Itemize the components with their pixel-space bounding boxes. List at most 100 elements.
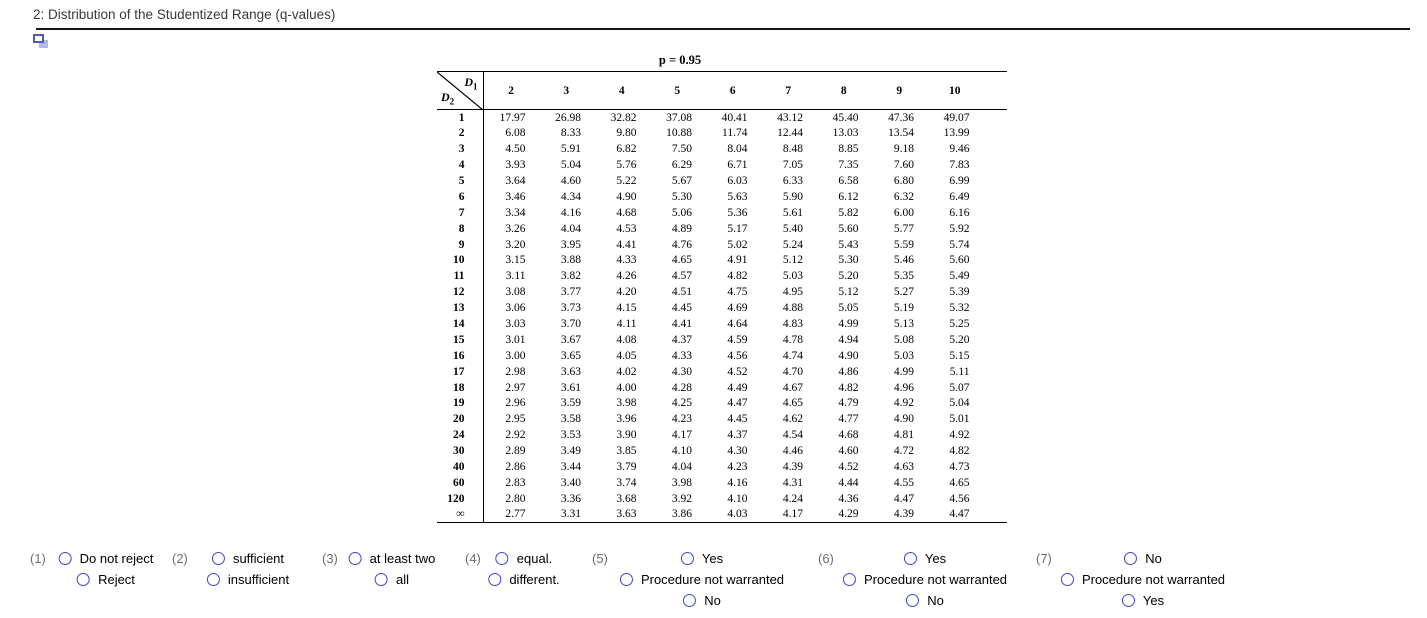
radio-button[interactable] — [488, 573, 502, 586]
row-header: 14 — [437, 316, 484, 332]
table-row: 10 3.15 3.88 4.33 4.65 4.91 5.12 5.30 5.46 5.60 — [437, 252, 1007, 269]
radio-button[interactable] — [77, 573, 91, 586]
table-cell: 3.06 — [505, 302, 526, 315]
table-p-label: p = 0.95 — [658, 53, 702, 67]
table-cell: 5.60 — [838, 222, 859, 235]
radio-button[interactable] — [903, 552, 917, 565]
open-in-new-window-icon[interactable] — [33, 34, 48, 48]
table-cell: 5.77 — [893, 222, 914, 235]
radio-button[interactable] — [1060, 573, 1074, 586]
table-cell: 4.59 — [727, 333, 748, 346]
radio-button[interactable] — [619, 573, 633, 586]
table-cell: 4.54 — [782, 429, 803, 442]
corner-label-d1: D1 — [464, 75, 478, 92]
table-cell: 3.20 — [505, 238, 526, 251]
radio-button[interactable] — [680, 552, 694, 565]
table-cell: 6.82 — [616, 143, 637, 156]
table-row: 17 2.98 3.63 4.02 4.30 4.52 4.70 4.86 4.99 5.11 — [437, 363, 1007, 380]
answer-option: at least two — [348, 548, 435, 569]
radio-button[interactable] — [495, 552, 509, 565]
question-number: (4) — [465, 551, 481, 566]
radio-button[interactable] — [58, 552, 72, 565]
table-cell: 6.33 — [782, 175, 803, 187]
table-cell: 2.98 — [505, 365, 526, 378]
radio-button[interactable] — [1121, 594, 1135, 607]
table-cell: 6.03 — [727, 175, 748, 187]
radio-button[interactable] — [211, 552, 225, 565]
table-cell: 3.03 — [505, 318, 526, 331]
table-cell: 6.29 — [671, 159, 692, 172]
table-cell: 3.98 — [671, 476, 692, 489]
table-row: 24 2.92 3.53 3.90 4.17 4.37 4.54 4.68 4.81 4.92 — [437, 427, 1007, 444]
answer-option: Yes — [903, 548, 947, 569]
page-title: 2: Distribution of the Studentized Range… — [33, 7, 336, 22]
table-cell: 4.90 — [893, 413, 914, 426]
table-cell: 6.58 — [838, 175, 859, 187]
table-cell: 4.41 — [671, 318, 692, 331]
table-cell: 3.31 — [560, 508, 581, 521]
radio-button[interactable] — [206, 573, 220, 586]
radio-button[interactable] — [374, 573, 388, 586]
table-cell: 5.12 — [782, 254, 803, 267]
table-row: 12 3.08 3.77 4.20 4.51 4.75 4.95 5.12 5.27 5.39 — [437, 284, 1007, 301]
table-cell: 5.12 — [838, 286, 859, 299]
question-number: (5) — [592, 551, 608, 566]
table-cell: 4.37 — [671, 333, 692, 346]
table-cell: 9.18 — [893, 143, 914, 156]
table-cell: 4.02 — [616, 365, 637, 378]
table-cell: 2.77 — [505, 508, 526, 521]
corner-label-d2: D2 — [441, 89, 455, 106]
table-cell: 4.99 — [893, 365, 914, 378]
question-options: Yes Procedure not warranted No — [842, 548, 1007, 611]
table-cell: 4.15 — [616, 302, 637, 315]
row-header: 24 — [437, 427, 484, 444]
table-row: 16 3.00 3.65 4.05 4.33 4.56 4.74 4.90 5.03 5.15 — [437, 347, 1007, 364]
radio-option-label: equal. — [516, 551, 553, 566]
table-cell: 5.25 — [949, 318, 970, 331]
table-cell: 5.43 — [838, 238, 859, 251]
radio-button[interactable] — [842, 573, 856, 586]
radio-option-label: insufficient — [227, 572, 290, 587]
answer-option: all — [374, 569, 409, 590]
table-row: 14 3.03 3.70 4.11 4.41 4.64 4.83 4.99 5.13 5.25 — [437, 316, 1007, 332]
table-cell: 4.82 — [727, 270, 748, 283]
answer-option: Reject — [77, 569, 135, 590]
table-cell: 6.99 — [949, 175, 970, 187]
diagonal-line — [437, 72, 483, 110]
table-cell: 4.47 — [893, 492, 914, 505]
radio-button[interactable] — [683, 594, 697, 607]
table-cell: 4.11 — [616, 318, 637, 331]
table-cell: 2.86 — [505, 461, 526, 474]
table-cell: 5.30 — [671, 190, 692, 203]
radio-button[interactable] — [1124, 552, 1138, 565]
table-cell: 3.74 — [616, 476, 637, 489]
window-front-shape — [33, 34, 44, 43]
radio-button[interactable] — [348, 552, 362, 565]
table-cell: 5.03 — [893, 349, 914, 362]
row-header: 9 — [437, 236, 484, 253]
row-header: 60 — [437, 474, 484, 491]
table-cell: 3.65 — [560, 349, 581, 362]
table-cell: 4.17 — [671, 429, 692, 442]
row-header: 18 — [437, 379, 484, 396]
table-cell: 4.17 — [782, 508, 803, 521]
table-row: 13 3.06 3.73 4.15 4.45 4.69 4.88 5.05 5.19 5.32 — [437, 300, 1007, 317]
table-cell: 4.65 — [782, 397, 803, 410]
table-cell: 3.73 — [560, 302, 581, 315]
radio-option-label: Yes — [924, 551, 947, 566]
table-cell: 4.88 — [782, 302, 803, 315]
radio-button[interactable] — [906, 594, 920, 607]
answer-option: Procedure not warranted — [619, 569, 784, 590]
table-cell: 43.12 — [777, 111, 803, 124]
table-cell: 3.82 — [560, 270, 581, 283]
answer-option: No — [683, 590, 721, 611]
row-header: 120 — [437, 490, 484, 507]
row-header: 40 — [437, 459, 484, 475]
table-cell: 4.36 — [838, 492, 859, 505]
table-cell: 4.25 — [671, 397, 692, 410]
table-cell: 3.53 — [560, 429, 581, 442]
radio-option-label: No — [1145, 551, 1162, 566]
table-cell: 4.24 — [782, 492, 803, 505]
table-cell: 4.65 — [671, 254, 692, 267]
table-cell: 13.99 — [943, 127, 970, 140]
